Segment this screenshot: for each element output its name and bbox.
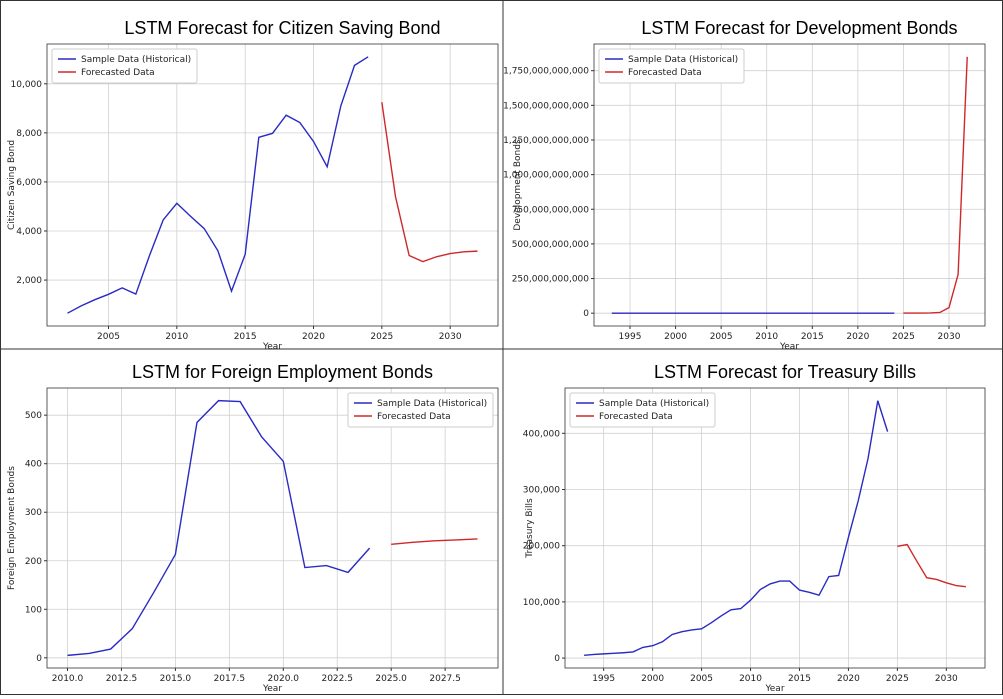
series-line [67,399,371,657]
x-axis-label: Year [764,684,784,694]
legend-label: Sample Data (Historical) [628,55,738,65]
y-axis-label: Foreign Employment Bonds [7,466,17,590]
series-line [584,400,889,656]
y-tick-label: 400 [25,460,42,470]
legend-label: Forecasted Data [81,68,155,78]
y-tick-label: 6,000 [16,178,42,188]
x-tick-label: 2025 [370,332,393,342]
y-tick-label: 1,250,000,000,000 [503,136,589,146]
y-tick-label: 300 [25,508,42,518]
chart-title: LSTM for Foreign Employment Bonds [132,362,433,382]
y-tick-label: 10,000 [11,80,43,90]
x-tick-label: 2012.5 [106,674,138,684]
x-tick-label: 2000 [641,674,664,684]
x-tick-label: 2030 [935,674,958,684]
plot-frame [564,387,986,669]
y-tick-label: 8,000 [16,129,42,139]
chart-title: LSTM Forecast for Citizen Saving Bond [124,18,440,38]
x-tick-label: 1995 [592,674,615,684]
legend-label: Forecasted Data [628,68,702,78]
chart-panel: LSTM for Foreign Employment Bonds 2010.0 2… [7,362,499,694]
y-tick-label: 0 [36,654,42,664]
series-line [67,56,369,314]
x-tick-label: 2000 [664,332,687,342]
x-tick-label: 2020 [837,674,860,684]
y-tick-label: 200 [25,557,42,567]
legend-label: Sample Data (Historical) [599,399,709,409]
x-tick-label: 2005 [690,674,713,684]
x-tick-label: 2015.0 [160,674,192,684]
y-tick-label: 100 [25,605,42,615]
y-tick-label: 750,000,000,000 [512,205,590,215]
legend-label: Sample Data (Historical) [377,399,487,409]
x-tick-label: 2025 [886,674,909,684]
legend-label: Sample Data (Historical) [81,55,191,65]
x-tick-label: 2030 [938,332,961,342]
x-tick-label: 2010.0 [52,674,84,684]
x-tick-label: 2015 [801,332,824,342]
legend-box [347,392,494,428]
plot-frame [593,43,986,327]
x-axis-label: Year [262,342,282,352]
series-line [381,102,478,263]
y-tick-label: 1,000,000,000,000 [503,171,589,181]
x-tick-label: 2015 [234,332,257,342]
legend-box [51,48,198,84]
y-tick-label: 1,750,000,000,000 [503,67,589,77]
chart-panel: LSTM Forecast for Citizen Saving Bond 200… [7,18,499,352]
x-tick-label: 2025.0 [375,674,407,684]
legend-label: Forecasted Data [599,412,673,422]
y-tick-label: 0 [554,654,560,664]
legend-box [598,48,745,84]
x-tick-label: 2010 [739,674,762,684]
y-tick-label: 250,000,000,000 [512,275,590,285]
plot-frame [46,387,499,669]
x-axis-label: Year [779,342,799,352]
y-tick-label: 2,000 [16,276,42,286]
series-line [903,56,968,314]
x-tick-label: 1995 [619,332,642,342]
x-tick-label: 2022.5 [321,674,353,684]
chart-title: LSTM Forecast for Development Bonds [641,18,957,38]
x-tick-label: 2027.5 [429,674,461,684]
chart-panel: LSTM Forecast for Development Bonds 1995 2… [503,18,986,352]
chart-title: LSTM Forecast for Treasury Bills [654,362,916,382]
series-line [897,543,966,588]
x-tick-label: 2030 [439,332,462,342]
series-line [391,538,478,545]
x-axis-label: Year [262,684,282,694]
y-tick-label: 1,500,000,000,000 [503,101,589,111]
y-tick-label: 500,000,000,000 [512,240,590,250]
y-tick-label: 200,000 [523,542,560,552]
x-tick-label: 2005 [710,332,733,342]
x-tick-label: 2020.0 [268,674,300,684]
y-tick-label: 300,000 [523,486,560,496]
y-tick-label: 100,000 [523,598,560,608]
x-tick-label: 2020 [302,332,325,342]
x-tick-label: 2017.5 [214,674,246,684]
y-tick-label: 4,000 [16,227,42,237]
x-tick-label: 2010 [755,332,778,342]
x-tick-label: 2015 [788,674,811,684]
y-tick-label: 500 [25,411,42,421]
x-tick-label: 2020 [846,332,869,342]
legend-box [569,392,716,428]
chart-panel: LSTM Forecast for Treasury Bills 1995 2000… [523,362,986,694]
y-axis-label: Citizen Saving Bond [7,140,17,230]
plot-frame [46,43,499,327]
y-tick-label: 400,000 [523,429,560,439]
x-tick-label: 2005 [97,332,120,342]
x-tick-label: 2010 [165,332,188,342]
y-axis-label: Development Bonds [513,139,523,231]
legend-label: Forecasted Data [377,412,451,422]
y-axis-label: Treasury Bills [525,498,535,559]
y-tick-label: 0 [583,309,589,319]
x-tick-label: 2025 [892,332,915,342]
